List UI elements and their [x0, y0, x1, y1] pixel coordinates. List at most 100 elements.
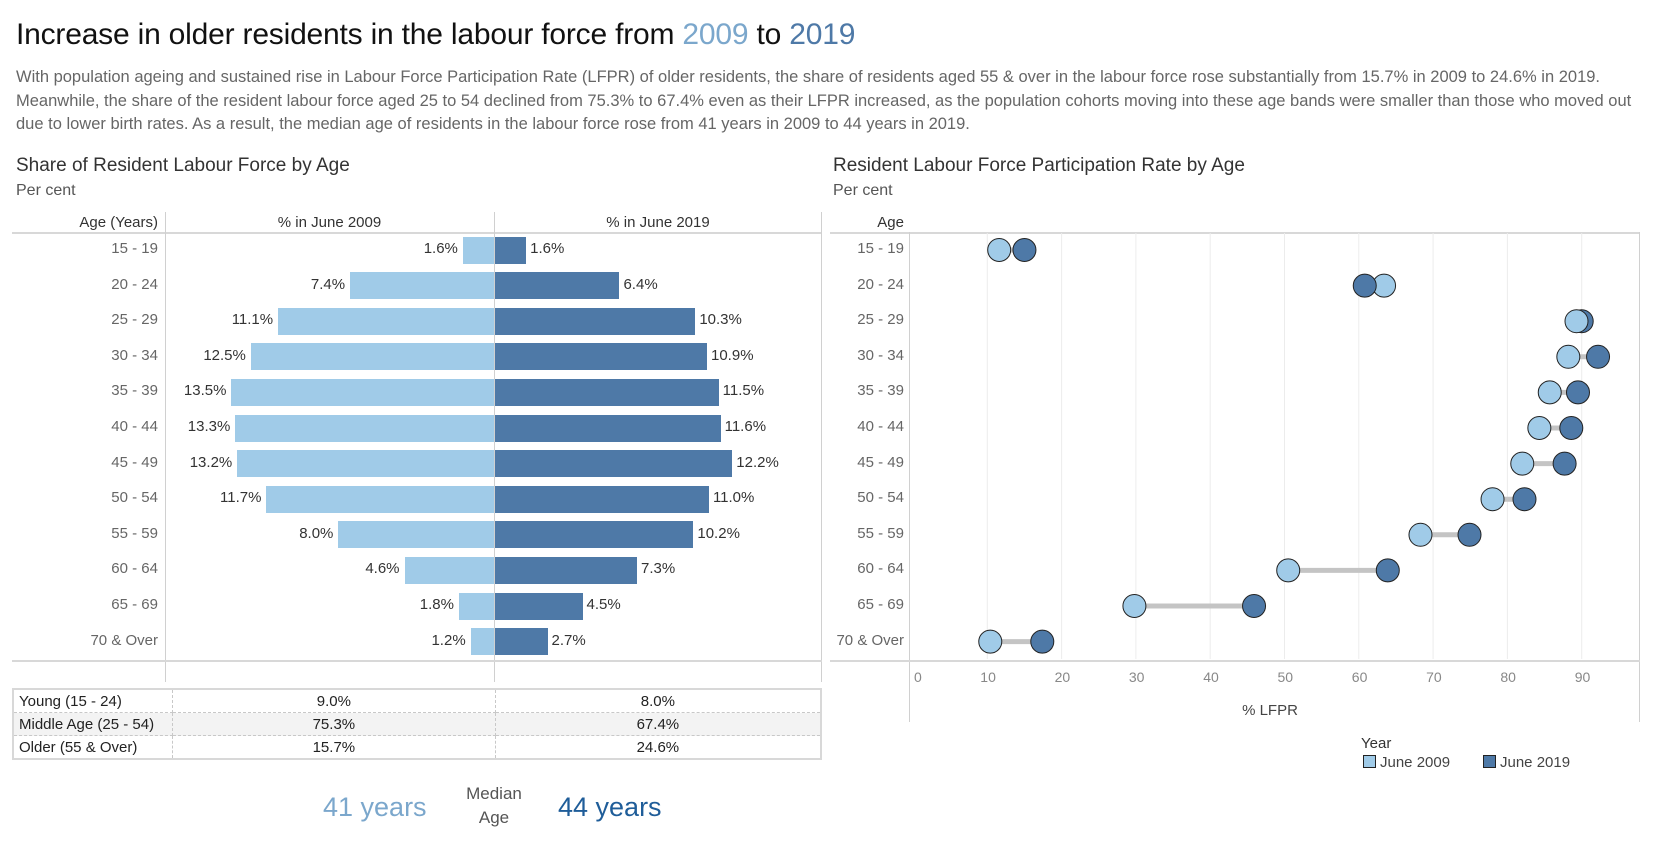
x-tick-label: 20 [1054, 669, 1071, 685]
axis-line [909, 232, 910, 722]
bar-2009[interactable] [462, 236, 494, 264]
header-divider [12, 232, 822, 234]
bar-label-2009: 11.1% [231, 311, 274, 329]
bar-2019[interactable] [495, 556, 637, 584]
median-age-2019: 44 years [558, 792, 662, 822]
bar-2009[interactable] [470, 628, 494, 656]
x-tick-label: 0 [914, 669, 922, 685]
bar-2019[interactable] [495, 450, 733, 478]
dot-june-2009[interactable] [1276, 558, 1301, 583]
legend-label-2009: June 2009 [1380, 754, 1451, 771]
bar-2019[interactable] [495, 485, 709, 513]
age-row-label: 25 - 29 [857, 311, 904, 329]
age-row-label: 70 & Over [90, 631, 158, 649]
age-row-label: 60 - 64 [111, 560, 158, 578]
bar-label-2009: 1.8% [419, 596, 454, 613]
age-row-label: 15 - 19 [857, 240, 904, 257]
right-edge-line [1639, 232, 1640, 722]
legend-item-june-2019[interactable]: June 2019 [1483, 754, 1570, 771]
dot-june-2019[interactable] [1352, 273, 1377, 298]
bar-2019[interactable] [495, 521, 694, 549]
bar-2009[interactable] [458, 592, 494, 620]
bar-2019[interactable] [495, 272, 620, 300]
bar-2009[interactable] [266, 485, 494, 513]
dot-june-2019[interactable] [1565, 380, 1590, 405]
bar-2009[interactable] [250, 343, 494, 371]
x-tick-label: 30 [1128, 669, 1145, 685]
center-axis-line [494, 212, 495, 682]
median-label-line2: Age [478, 808, 510, 827]
dot-june-2019[interactable] [1457, 522, 1482, 547]
dot-june-2019[interactable] [1552, 451, 1577, 476]
bar-2019[interactable] [495, 378, 719, 406]
title-prefix: Increase in older residents in the labou… [16, 18, 683, 51]
age-row-label: 25 - 29 [111, 311, 158, 329]
x-tick-label: 60 [1351, 669, 1368, 685]
age-row-label: 45 - 49 [111, 453, 158, 471]
value-2019: 8.0% [494, 688, 822, 713]
x-tick-label: 40 [1203, 669, 1219, 685]
bar-label-2019: 10.9% [711, 346, 754, 364]
bar-2009[interactable] [278, 307, 494, 335]
dot-june-2009[interactable] [1408, 522, 1433, 547]
dot-june-2019[interactable] [1242, 594, 1267, 618]
bar-label-2009: 11.7% [220, 489, 262, 507]
dot-june-2009[interactable] [987, 238, 1012, 262]
median-age-2009: 41 years [323, 792, 427, 822]
bar-2019[interactable] [495, 592, 583, 620]
dot-june-2019[interactable] [1030, 629, 1055, 654]
bar-label-2009: 13.3% [187, 418, 231, 435]
bar-2009[interactable] [350, 272, 494, 300]
bar-2009[interactable] [231, 378, 494, 406]
age-row-label: 50 - 54 [111, 489, 158, 507]
x-tick-label: 70 [1426, 669, 1442, 685]
lfpr-chart-title: Resident Labour Force Participation Rate… [833, 155, 1245, 176]
bar-label-2009: 7.4% [310, 275, 346, 293]
bar-2019[interactable] [495, 628, 548, 656]
bar-2019[interactable] [495, 236, 527, 264]
bar-2009[interactable] [404, 556, 494, 584]
dot-june-2019[interactable] [1559, 416, 1584, 440]
row-label: Young (15 - 24) [12, 688, 173, 713]
title-year-start: 2009 [682, 18, 749, 51]
rows-bottom-divider [12, 660, 822, 662]
share-chart-subtitle: Per cent [16, 182, 76, 199]
bar-label-2019: 10.2% [697, 524, 740, 542]
dot-june-2019[interactable] [1375, 558, 1400, 583]
dot-june-2009[interactable] [1527, 416, 1552, 440]
age-row-label: 20 - 24 [111, 275, 158, 293]
legend-item-june-2009[interactable]: June 2009 [1363, 754, 1450, 771]
age-row-label: 30 - 34 [111, 346, 158, 364]
share-chart-title: Share of Resident Labour Force by Age [16, 155, 350, 176]
table-row: Young (15 - 24) 9.0% 8.0% [12, 688, 822, 713]
dot-june-2009[interactable] [1564, 309, 1589, 334]
value-2019: 24.6% [494, 735, 822, 760]
age-row-label: 55 - 59 [111, 524, 158, 542]
lfpr-chart-subtitle: Per cent [833, 182, 893, 199]
dot-june-2009[interactable] [1537, 380, 1562, 405]
bar-label-2019: 11.6% [724, 418, 767, 435]
bar-2019[interactable] [495, 414, 721, 442]
bar-2009[interactable] [235, 414, 494, 442]
dot-june-2019[interactable] [1012, 238, 1037, 262]
dot-june-2019[interactable] [1512, 487, 1537, 512]
x-axis-label: % LFPR [1242, 702, 1298, 719]
dot-june-2009[interactable] [1510, 451, 1535, 476]
legend-swatch-2009 [1363, 755, 1376, 768]
dot-june-2009[interactable] [978, 629, 1003, 654]
bar-2009[interactable] [237, 450, 494, 478]
dot-june-2009[interactable] [1122, 594, 1147, 618]
bar-label-2009: 1.2% [431, 631, 466, 649]
legend-label-2019: June 2019 [1500, 754, 1571, 771]
age-row-label: 40 - 44 [111, 418, 158, 435]
dot-june-2009[interactable] [1480, 487, 1505, 512]
age-row-label: 70 & Over [836, 631, 904, 649]
age-row-label: 65 - 69 [857, 596, 904, 613]
bar-2009[interactable] [338, 521, 494, 549]
age-row-label: 15 - 19 [111, 240, 158, 257]
header-2019: % in June 2019 [606, 214, 710, 231]
dot-june-2009[interactable] [1556, 344, 1581, 369]
dot-june-2019[interactable] [1586, 344, 1611, 369]
bar-2019[interactable] [495, 307, 696, 335]
bar-2019[interactable] [495, 343, 707, 371]
